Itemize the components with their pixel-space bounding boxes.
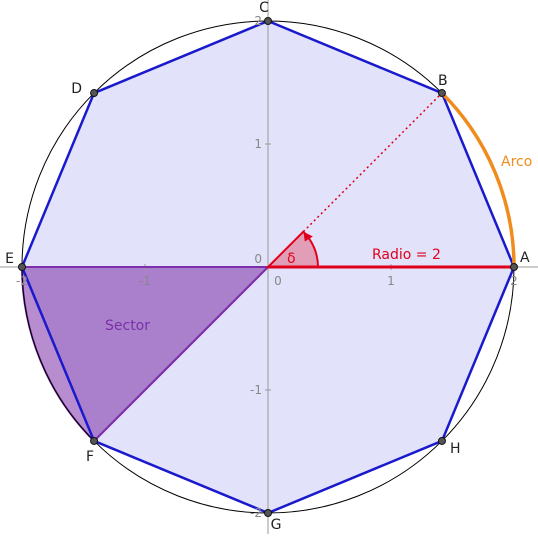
x-tick-label: -2 [16, 274, 28, 288]
vertex-point [510, 263, 518, 271]
angle-arrow [303, 231, 313, 242]
y-tick-label: 1 [254, 137, 262, 151]
angle-label: δ [287, 251, 296, 267]
vertex-label: C [259, 0, 269, 16]
vertex-label: G [271, 517, 282, 533]
vertex-point [90, 436, 99, 445]
vertex-point [437, 89, 446, 98]
vertex-point [437, 436, 446, 445]
vertex-label: A [520, 250, 530, 266]
arc-label: Arco [501, 154, 532, 170]
vertex-label: D [71, 81, 82, 97]
origin-label: 0 [254, 252, 262, 266]
sector-label: Sector [105, 318, 150, 334]
vertex-label: E [5, 251, 14, 267]
x-tick-label: 2 [510, 274, 518, 288]
x-tick-label: 0 [274, 274, 282, 288]
radius-label: Radio = 2 [372, 247, 441, 263]
vertex-point [264, 17, 272, 25]
x-tick-label: -1 [139, 274, 151, 288]
vertex-point [90, 89, 99, 98]
y-tick-label: -2 [250, 506, 262, 520]
y-tick-label: -1 [250, 383, 262, 397]
x-tick-label: 1 [387, 274, 395, 288]
arc-curve [440, 91, 516, 269]
sector-edge-radius [93, 266, 269, 442]
y-tick-label: 2 [254, 14, 262, 28]
vertex-label: H [450, 441, 461, 457]
vertex-point [18, 263, 26, 271]
vertex-label: F [86, 449, 94, 465]
vertex-point [264, 509, 272, 517]
vertex-label: B [438, 73, 448, 89]
